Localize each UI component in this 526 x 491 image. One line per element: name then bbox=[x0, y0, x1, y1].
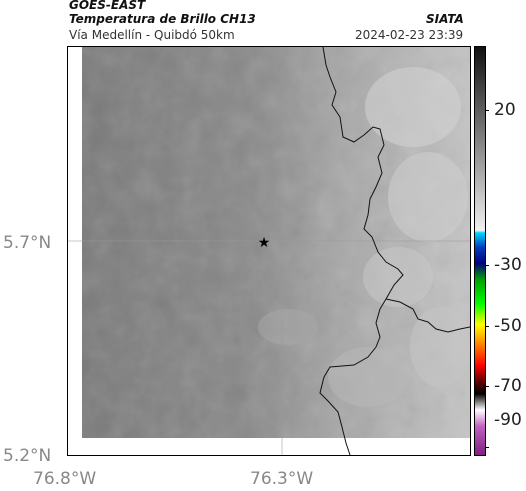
temperature-colorbar bbox=[474, 46, 486, 456]
lon-label-76-8: 76.8°W bbox=[33, 469, 97, 489]
satellite-map[interactable]: ★ bbox=[67, 46, 471, 456]
colorbar-label-20: 20 bbox=[494, 100, 516, 120]
satellite-source-title: GOES-EAST bbox=[69, 0, 146, 12]
colorbar-label-minus-90: -90 bbox=[494, 410, 522, 430]
region-subtitle: Vía Medellín - Quibdó 50km bbox=[69, 28, 235, 42]
lat-label-5-2: 5.2°N bbox=[3, 446, 52, 466]
colorbar-tick bbox=[485, 447, 489, 448]
product-title: Temperatura de Brillo CH13 bbox=[69, 12, 256, 26]
colorbar-tick bbox=[485, 326, 489, 327]
agency-label: SIATA bbox=[426, 12, 464, 26]
colorbar-tick bbox=[485, 110, 489, 111]
colorbar-label-minus-70: -70 bbox=[494, 376, 522, 396]
timestamp-label: 2024-02-23 23:39 bbox=[355, 28, 464, 42]
lat-label-5-7: 5.7°N bbox=[3, 233, 52, 253]
border-line-east bbox=[385, 298, 470, 333]
map-image: ★ bbox=[68, 47, 470, 455]
border-line bbox=[319, 47, 404, 455]
colorbar-tick bbox=[485, 265, 489, 266]
colorbar-label-minus-30: -30 bbox=[494, 255, 522, 275]
colorbar-tick bbox=[485, 386, 489, 387]
colorbar-gradient bbox=[475, 47, 485, 455]
colorbar-label-minus-50: -50 bbox=[494, 316, 522, 336]
star-icon: ★ bbox=[258, 235, 271, 251]
lon-label-76-3: 76.3°W bbox=[250, 469, 314, 489]
